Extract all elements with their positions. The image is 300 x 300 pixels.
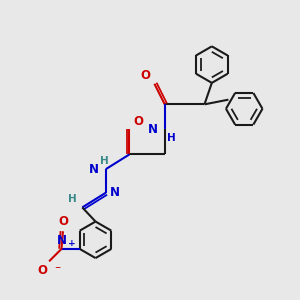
Text: N: N [89, 163, 99, 176]
Text: +: + [68, 239, 76, 248]
Text: O: O [133, 115, 143, 128]
Text: H: H [68, 194, 76, 204]
Text: ⁻: ⁻ [54, 264, 61, 277]
Text: N: N [56, 235, 67, 248]
Text: O: O [58, 215, 68, 228]
Text: N: N [110, 186, 120, 199]
Text: O: O [38, 264, 48, 277]
Text: H: H [100, 156, 109, 166]
Text: N: N [148, 123, 158, 136]
Text: O: O [140, 69, 150, 82]
Text: H: H [167, 133, 176, 143]
